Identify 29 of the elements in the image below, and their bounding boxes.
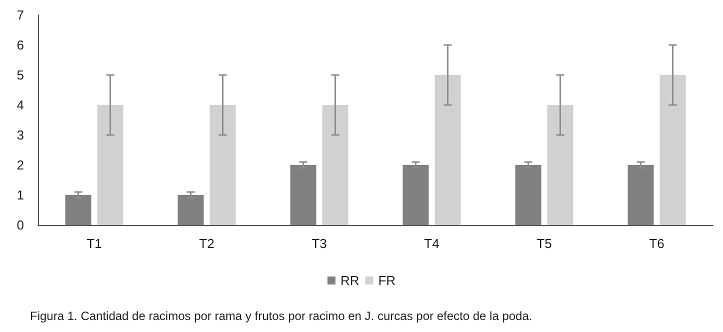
- text: Figura 1. Cantidad de racimos por rama y frutos por racimo en J. curcas por efecto de la poda.: [30, 309, 532, 323]
- x-tick-label: T6: [649, 236, 664, 251]
- y-tick-label: 1: [16, 188, 24, 202]
- bar: [660, 75, 686, 225]
- y-tick-label: 5: [16, 68, 24, 82]
- y-tick-label: 0: [16, 218, 24, 232]
- bar: [97, 105, 124, 225]
- x-tick-label: T4: [424, 236, 440, 251]
- x-tick-label: T3: [312, 236, 327, 251]
- legend-label: FR: [378, 273, 396, 288]
- bar: [434, 75, 461, 225]
- y-tick-label: 2: [16, 158, 24, 172]
- y-tick-label: 7: [16, 8, 24, 22]
- legend-label: RR: [340, 273, 360, 288]
- bar: [65, 195, 92, 225]
- bar: [515, 165, 542, 225]
- bar: [178, 195, 204, 225]
- y-tick-label: 3: [16, 128, 24, 142]
- x-tick-label: T2: [199, 236, 214, 251]
- y-tick-label: 6: [16, 38, 24, 52]
- bar: [290, 165, 316, 225]
- bar: [547, 105, 574, 225]
- x-tick-label: T5: [536, 236, 552, 251]
- x-tick-label: T1: [86, 236, 102, 251]
- bar: [210, 105, 236, 225]
- bar: [628, 165, 654, 225]
- bar: [322, 105, 348, 225]
- y-tick-label: 4: [16, 98, 24, 112]
- bar: [402, 165, 429, 225]
